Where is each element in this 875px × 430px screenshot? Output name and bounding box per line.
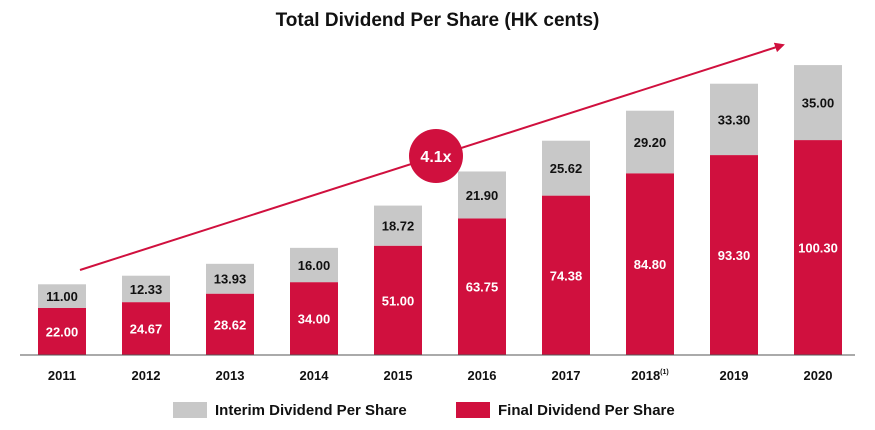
bar-interim-2019 bbox=[710, 83, 758, 156]
bar-final-2016 bbox=[458, 218, 506, 355]
data-label-final-2013: 28.62 bbox=[214, 317, 247, 332]
bar-final-2020 bbox=[794, 140, 842, 355]
tick-label-2015: 2015 bbox=[384, 368, 413, 383]
data-label-interim-2013: 13.93 bbox=[214, 272, 247, 287]
data-label-interim-2011: 11.00 bbox=[46, 289, 78, 304]
bar-final-2017 bbox=[542, 195, 590, 355]
tick-label-2017: 2017 bbox=[552, 368, 581, 383]
bar-interim-2016 bbox=[458, 171, 506, 219]
data-label-interim-2016: 21.90 bbox=[466, 188, 499, 203]
bar-interim-2011 bbox=[38, 284, 86, 308]
chart-title: Total Dividend Per Share (HK cents) bbox=[275, 10, 600, 31]
data-label-final-2020: 100.30 bbox=[798, 241, 838, 256]
legend-label-final: Final Dividend Per Share bbox=[498, 401, 675, 419]
bar-interim-2018 bbox=[626, 110, 674, 174]
tick-label-2020: 2020 bbox=[804, 368, 833, 383]
growth-annotation: 4.1x bbox=[420, 149, 451, 166]
data-label-interim-2014: 16.00 bbox=[298, 258, 331, 273]
tick-label-2019: 2019 bbox=[720, 368, 749, 383]
bar-final-2012 bbox=[122, 302, 170, 355]
data-label-final-2015: 51.00 bbox=[382, 293, 415, 308]
data-label-interim-2012: 12.33 bbox=[130, 282, 163, 297]
tick-footnote-2018: (1) bbox=[660, 369, 669, 376]
bar-interim-2020 bbox=[794, 65, 842, 141]
bar-final-2014 bbox=[290, 282, 338, 355]
data-label-interim-2015: 18.72 bbox=[382, 219, 415, 234]
data-label-final-2019: 93.30 bbox=[718, 248, 751, 263]
tick-label-2018: 2018(1) bbox=[631, 368, 668, 383]
bar-final-2015 bbox=[374, 245, 422, 355]
data-label-final-2017: 74.38 bbox=[550, 268, 583, 283]
bar-final-2011 bbox=[38, 307, 86, 355]
bar-interim-2017 bbox=[542, 140, 590, 196]
legend-item-final: Final Dividend Per Share bbox=[456, 400, 675, 420]
data-label-interim-2019: 33.30 bbox=[718, 112, 751, 127]
tick-label-2012: 2012 bbox=[132, 368, 161, 383]
data-label-final-2012: 24.67 bbox=[130, 322, 163, 337]
bar-interim-2014 bbox=[290, 247, 338, 283]
tick-label-2013: 2013 bbox=[216, 368, 245, 383]
bar-final-2013 bbox=[206, 293, 254, 355]
bar-interim-2015 bbox=[374, 205, 422, 246]
tick-label-2014: 2014 bbox=[300, 368, 330, 383]
data-label-interim-2018: 29.20 bbox=[634, 135, 667, 150]
tick-label-2016: 2016 bbox=[468, 368, 497, 383]
data-label-final-2018: 84.80 bbox=[634, 257, 667, 272]
data-label-interim-2017: 25.62 bbox=[550, 161, 583, 176]
bar-final-2019 bbox=[710, 155, 758, 355]
data-label-final-2011: 22.00 bbox=[46, 324, 79, 339]
data-label-final-2016: 63.75 bbox=[466, 280, 499, 295]
data-label-interim-2020: 35.00 bbox=[802, 96, 835, 111]
bar-interim-2012 bbox=[122, 275, 170, 303]
bar-interim-2013 bbox=[206, 263, 254, 294]
tick-label-2011: 2011 bbox=[48, 368, 76, 383]
bar-final-2018 bbox=[626, 173, 674, 355]
legend-label-interim: Interim Dividend Per Share bbox=[215, 401, 407, 419]
data-label-final-2014: 34.00 bbox=[298, 312, 331, 327]
legend-swatch-final bbox=[456, 402, 490, 418]
growth-badge bbox=[409, 129, 463, 183]
legend-item-interim: Interim Dividend Per Share bbox=[173, 400, 407, 420]
legend-swatch-interim bbox=[173, 402, 207, 418]
